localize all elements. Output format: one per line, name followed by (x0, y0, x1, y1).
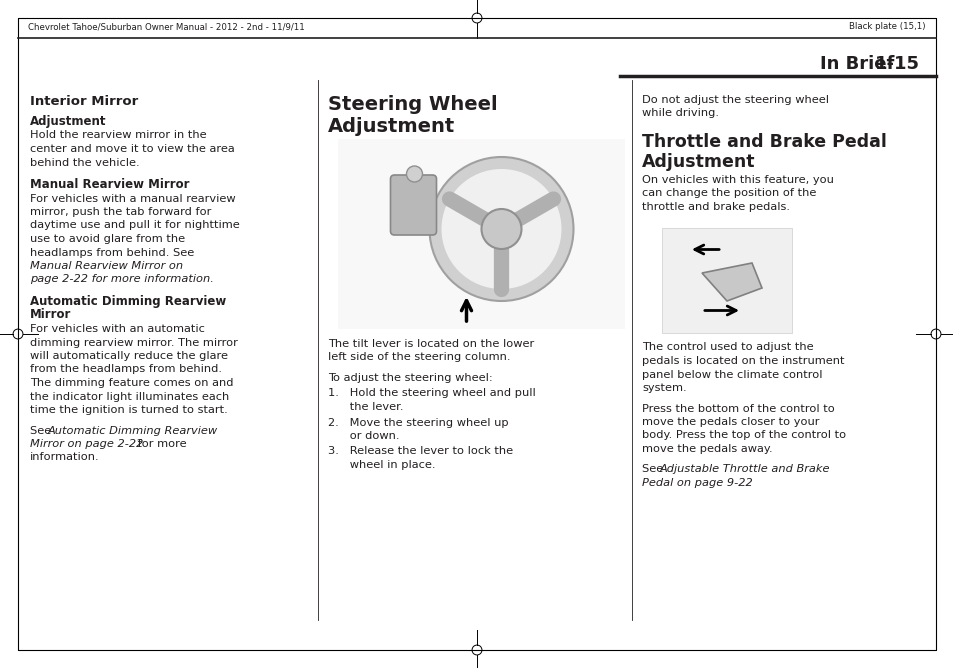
Circle shape (406, 166, 422, 182)
Text: system.: system. (641, 383, 686, 393)
Text: 2.   Move the steering wheel up: 2. Move the steering wheel up (328, 418, 508, 428)
Text: Steering Wheel: Steering Wheel (328, 95, 497, 114)
Text: 1-15: 1-15 (874, 55, 919, 73)
Text: page 2-22 for more information.: page 2-22 for more information. (30, 275, 213, 285)
Circle shape (441, 169, 561, 289)
Text: Adjustment: Adjustment (30, 115, 107, 128)
Text: Black plate (15,1): Black plate (15,1) (848, 22, 925, 31)
Polygon shape (701, 263, 761, 301)
Text: Manual Rearview Mirror on: Manual Rearview Mirror on (30, 261, 183, 271)
FancyBboxPatch shape (390, 175, 436, 235)
Text: wheel in place.: wheel in place. (328, 460, 435, 470)
Text: Automatic Dimming Rearview: Automatic Dimming Rearview (48, 426, 218, 436)
Text: Chevrolet Tahoe/Suburban Owner Manual - 2012 - 2nd - 11/9/11: Chevrolet Tahoe/Suburban Owner Manual - … (28, 22, 304, 31)
Text: panel below the climate control: panel below the climate control (641, 369, 821, 379)
Text: Throttle and Brake Pedal: Throttle and Brake Pedal (641, 133, 886, 151)
Text: Adjustable Throttle and Brake: Adjustable Throttle and Brake (659, 464, 830, 474)
Text: or down.: or down. (328, 431, 399, 441)
Text: Pedal on page 9-22: Pedal on page 9-22 (641, 478, 752, 488)
Text: body. Press the top of the control to: body. Press the top of the control to (641, 430, 845, 440)
Text: headlamps from behind. See: headlamps from behind. See (30, 248, 194, 257)
Text: can change the position of the: can change the position of the (641, 188, 816, 198)
Circle shape (429, 157, 573, 301)
Bar (337, 139, 624, 329)
Text: Manual Rearview Mirror: Manual Rearview Mirror (30, 178, 190, 191)
Text: while driving.: while driving. (641, 108, 719, 118)
Text: Adjustment: Adjustment (641, 153, 755, 171)
Text: behind the vehicle.: behind the vehicle. (30, 158, 139, 168)
Bar (661, 228, 791, 333)
Text: For vehicles with an automatic: For vehicles with an automatic (30, 324, 205, 334)
Text: Do not adjust the steering wheel: Do not adjust the steering wheel (641, 95, 828, 105)
Text: left side of the steering column.: left side of the steering column. (328, 353, 510, 363)
Text: time the ignition is turned to start.: time the ignition is turned to start. (30, 405, 228, 415)
Circle shape (481, 209, 521, 249)
Text: center and move it to view the area: center and move it to view the area (30, 144, 234, 154)
Text: throttle and brake pedals.: throttle and brake pedals. (641, 202, 789, 212)
Text: move the pedals away.: move the pedals away. (641, 444, 772, 454)
Text: mirror, push the tab forward for: mirror, push the tab forward for (30, 207, 212, 217)
Text: On vehicles with this feature, you: On vehicles with this feature, you (641, 175, 833, 185)
Text: For vehicles with a manual rearview: For vehicles with a manual rearview (30, 194, 235, 204)
Text: Press the bottom of the control to: Press the bottom of the control to (641, 403, 834, 413)
Text: the lever.: the lever. (328, 402, 403, 412)
Text: Adjustment: Adjustment (328, 117, 455, 136)
Text: will automatically reduce the glare: will automatically reduce the glare (30, 351, 228, 361)
Text: Interior Mirror: Interior Mirror (30, 95, 138, 108)
Text: information.: information. (30, 452, 99, 462)
Text: 3.   Release the lever to lock the: 3. Release the lever to lock the (328, 446, 513, 456)
Text: See: See (30, 426, 55, 436)
Text: Mirror on page 2-22: Mirror on page 2-22 (30, 439, 143, 449)
Text: .: . (741, 478, 745, 488)
Text: pedals is located on the instrument: pedals is located on the instrument (641, 356, 843, 366)
Text: To adjust the steering wheel:: To adjust the steering wheel: (328, 373, 493, 383)
Text: dimming rearview mirror. The mirror: dimming rearview mirror. The mirror (30, 337, 237, 347)
Text: the indicator light illuminates each: the indicator light illuminates each (30, 391, 229, 401)
Text: Automatic Dimming Rearview: Automatic Dimming Rearview (30, 295, 226, 308)
Text: The dimming feature comes on and: The dimming feature comes on and (30, 378, 233, 388)
Text: The tilt lever is located on the lower: The tilt lever is located on the lower (328, 339, 534, 349)
Text: In Brief: In Brief (820, 55, 893, 73)
Text: use to avoid glare from the: use to avoid glare from the (30, 234, 185, 244)
Text: Mirror: Mirror (30, 309, 71, 321)
Text: move the pedals closer to your: move the pedals closer to your (641, 417, 819, 427)
Text: The control used to adjust the: The control used to adjust the (641, 343, 813, 353)
Text: for more: for more (133, 439, 187, 449)
Text: See: See (641, 464, 666, 474)
Text: daytime use and pull it for nighttime: daytime use and pull it for nighttime (30, 220, 239, 230)
Text: 1.   Hold the steering wheel and pull: 1. Hold the steering wheel and pull (328, 389, 536, 399)
Text: Hold the rearview mirror in the: Hold the rearview mirror in the (30, 130, 207, 140)
Text: from the headlamps from behind.: from the headlamps from behind. (30, 365, 222, 375)
